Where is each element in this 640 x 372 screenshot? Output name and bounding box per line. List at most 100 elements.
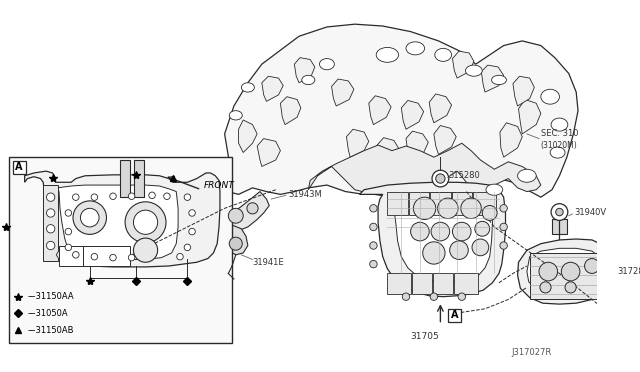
Circle shape xyxy=(73,201,106,234)
Circle shape xyxy=(370,223,377,231)
Circle shape xyxy=(565,282,576,293)
Circle shape xyxy=(500,205,508,212)
Bar xyxy=(473,192,496,215)
Circle shape xyxy=(432,170,449,187)
Circle shape xyxy=(370,242,377,249)
Polygon shape xyxy=(481,65,504,92)
Ellipse shape xyxy=(406,42,424,55)
Bar xyxy=(9,157,232,343)
Polygon shape xyxy=(262,76,284,101)
Circle shape xyxy=(109,193,116,199)
Text: ––31050A: ––31050A xyxy=(28,309,68,318)
Circle shape xyxy=(431,222,450,241)
Circle shape xyxy=(229,237,243,250)
Circle shape xyxy=(430,293,438,301)
Circle shape xyxy=(247,203,258,214)
Polygon shape xyxy=(518,99,541,134)
Text: FRONT: FRONT xyxy=(204,180,235,190)
Circle shape xyxy=(500,223,508,231)
Text: ––31150AB: ––31150AB xyxy=(28,326,74,335)
Polygon shape xyxy=(360,182,506,297)
Text: A: A xyxy=(15,163,23,172)
Polygon shape xyxy=(369,96,391,125)
Polygon shape xyxy=(452,51,474,78)
Polygon shape xyxy=(387,193,492,282)
Circle shape xyxy=(134,238,157,262)
Text: J317027R: J317027R xyxy=(511,348,551,357)
Text: (31020M): (31020M) xyxy=(541,141,577,150)
Ellipse shape xyxy=(302,75,315,84)
Ellipse shape xyxy=(550,147,565,158)
Ellipse shape xyxy=(435,48,452,61)
Circle shape xyxy=(47,193,55,201)
Circle shape xyxy=(472,239,489,256)
Bar xyxy=(412,273,432,294)
Circle shape xyxy=(47,225,55,233)
Bar xyxy=(433,273,453,294)
Polygon shape xyxy=(52,185,178,260)
Ellipse shape xyxy=(241,83,254,92)
Bar xyxy=(44,185,58,262)
Circle shape xyxy=(65,228,72,235)
Polygon shape xyxy=(25,171,220,267)
Circle shape xyxy=(551,204,568,221)
Ellipse shape xyxy=(319,58,334,70)
Ellipse shape xyxy=(229,110,243,120)
Polygon shape xyxy=(294,58,315,83)
Circle shape xyxy=(149,192,156,199)
Polygon shape xyxy=(257,138,280,166)
Circle shape xyxy=(184,244,191,251)
Polygon shape xyxy=(406,131,428,160)
Text: 31943M: 31943M xyxy=(288,190,322,199)
Ellipse shape xyxy=(486,184,502,195)
Circle shape xyxy=(461,198,481,219)
Circle shape xyxy=(540,282,551,293)
Circle shape xyxy=(450,241,468,260)
Circle shape xyxy=(370,260,377,268)
Bar xyxy=(409,192,429,215)
Text: 31728: 31728 xyxy=(617,267,640,276)
Bar xyxy=(530,253,604,299)
Circle shape xyxy=(72,194,79,201)
Circle shape xyxy=(134,210,157,234)
Circle shape xyxy=(65,244,72,251)
Polygon shape xyxy=(227,192,269,231)
Circle shape xyxy=(500,242,508,249)
Text: 31941E: 31941E xyxy=(253,258,284,267)
Text: SEC. 310: SEC. 310 xyxy=(541,129,579,138)
Bar xyxy=(452,192,472,215)
Text: 31940V: 31940V xyxy=(574,208,607,218)
Circle shape xyxy=(91,253,98,260)
Polygon shape xyxy=(401,100,424,129)
Polygon shape xyxy=(332,79,354,106)
Polygon shape xyxy=(225,225,248,255)
Circle shape xyxy=(81,208,99,227)
Ellipse shape xyxy=(465,65,483,76)
Circle shape xyxy=(436,174,445,183)
Polygon shape xyxy=(308,143,541,197)
Bar xyxy=(83,246,130,266)
Ellipse shape xyxy=(518,169,536,182)
Text: 31705: 31705 xyxy=(410,332,439,341)
Ellipse shape xyxy=(551,118,568,131)
Polygon shape xyxy=(434,125,456,154)
Bar xyxy=(120,160,130,197)
Circle shape xyxy=(164,193,170,199)
Bar xyxy=(430,192,451,215)
Circle shape xyxy=(561,262,580,281)
Circle shape xyxy=(475,221,490,236)
Circle shape xyxy=(47,241,55,250)
Polygon shape xyxy=(500,123,522,157)
Bar xyxy=(387,273,411,294)
Circle shape xyxy=(47,209,55,217)
Bar xyxy=(448,309,461,322)
Polygon shape xyxy=(513,76,534,106)
Circle shape xyxy=(539,262,557,281)
Polygon shape xyxy=(239,120,257,153)
Ellipse shape xyxy=(492,75,506,84)
Circle shape xyxy=(129,254,135,261)
Circle shape xyxy=(584,259,600,273)
Circle shape xyxy=(189,228,195,235)
Polygon shape xyxy=(56,247,74,262)
Polygon shape xyxy=(280,97,301,125)
